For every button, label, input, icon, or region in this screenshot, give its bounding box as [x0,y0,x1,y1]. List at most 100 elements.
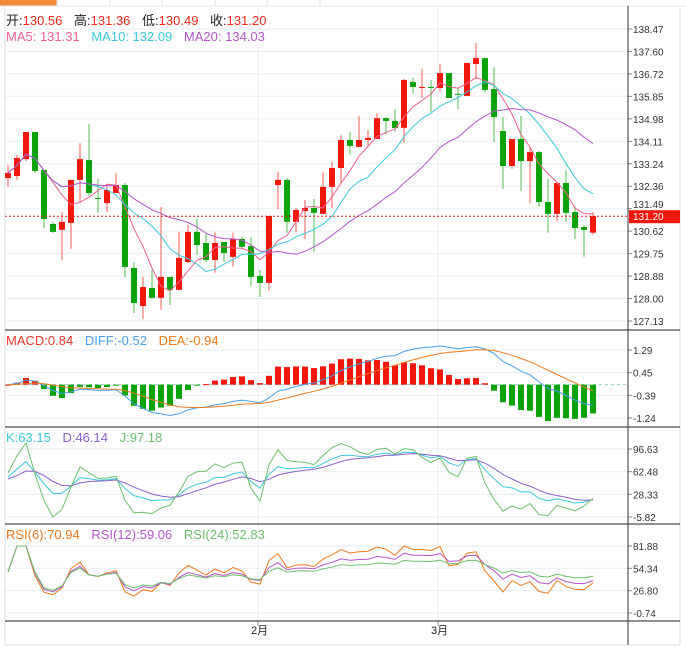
macd-tick-label: 0.45 [633,369,653,380]
candle-body [50,223,56,232]
candle-body [95,197,101,199]
candle-body [212,242,218,260]
candle-body [338,139,344,169]
macd-bar [401,362,407,385]
macd-tick-label: -1.24 [633,414,656,425]
candle-up [590,212,596,235]
price-tick-label: 131.49 [633,200,664,211]
candle-up [185,224,191,264]
j-value: J:97.18 [119,430,163,445]
macd-bar [527,384,533,411]
candle-up [104,184,110,213]
open-label: 开: [6,13,23,28]
macd-bar [554,384,560,418]
candle-up [437,64,443,93]
candle-up [464,62,470,96]
k-value: K:63.15 [6,430,51,445]
macd-bar [419,365,425,385]
macd-bar [590,384,596,414]
low-label: 低: [142,13,159,28]
candle-body [131,267,137,303]
rsi12-line [7,545,594,593]
macd-bar [356,358,362,385]
macd-bar [482,383,488,385]
macd-bar [23,378,29,385]
candle-body [509,138,515,166]
candle-up [5,164,11,187]
candle-body [554,182,560,214]
candle-body [158,276,164,298]
macd-bar [158,384,164,408]
kdj-tick-label: 96.63 [633,445,658,456]
candle-up [176,231,182,290]
macd-bar [59,384,65,399]
macd-bar [212,380,218,385]
macd-bar [410,363,416,385]
price-tick-label: 135.85 [633,92,664,103]
candle-body [5,172,11,179]
candle-body [257,275,263,283]
candle-body [311,207,317,213]
candle-down [311,198,317,252]
price-tick-label: 138.47 [633,25,664,36]
low-value: 130.49 [158,13,199,28]
candle-up [113,172,119,194]
macd-bar [131,384,137,406]
rsi-tick-label: 54.34 [633,564,658,575]
candle-up [338,135,344,183]
macd-bar [374,360,380,385]
price-tick-label: 134.98 [633,115,664,126]
chart-frame [4,5,681,646]
rsi-tick-label: 81.88 [633,542,658,553]
candle-body [32,131,38,171]
candle-body [428,86,434,88]
macd-bar [239,376,245,385]
candle-up [509,138,515,170]
k-line [7,451,594,504]
macd-bar [464,378,470,385]
candle-body [140,287,146,307]
macd-bar [545,384,551,422]
candle-body [482,58,488,91]
candle-body [122,185,128,267]
diff-line [7,345,594,417]
candle-down [428,79,434,112]
macd-bar [176,384,182,399]
candle-body [401,79,407,128]
macd-bar [149,384,155,411]
candle-down [284,178,290,233]
candle-down [383,117,389,135]
candle-up [554,182,560,222]
candle-body [356,139,362,147]
macd-bar [221,379,227,385]
candle-body [383,118,389,121]
candle-body [194,231,200,246]
candle-body [590,216,596,233]
rsi12-value: RSI(12):59.06 [91,527,173,542]
macd-bar [329,363,335,385]
candle-body [41,169,47,220]
ma5-value: MA5: 131.31 [6,29,80,44]
candle-body [446,73,452,99]
macd-bar [284,367,290,385]
candle-body [77,159,83,180]
macd-bar [113,384,119,386]
candle-body [464,62,470,96]
candle-down [563,169,569,222]
last-price-badge [629,210,680,224]
date-tick-label: 3月 [431,625,448,637]
candle-up [59,212,65,260]
candle-body [392,120,398,128]
rsi-header: RSI(6):70.94 RSI(12):59.06 RSI(24):52.83 [6,527,265,542]
candle-body [302,207,308,212]
candle-down [545,178,551,233]
macd-bar [572,384,578,419]
macd-bar [86,384,92,388]
candle-up [419,68,425,99]
candle-body [536,152,542,203]
candle-body [347,139,353,146]
candle-down [149,270,155,299]
active-tab-indicator[interactable] [0,0,57,6]
candle-down [410,77,416,94]
macd-bar [275,366,281,385]
